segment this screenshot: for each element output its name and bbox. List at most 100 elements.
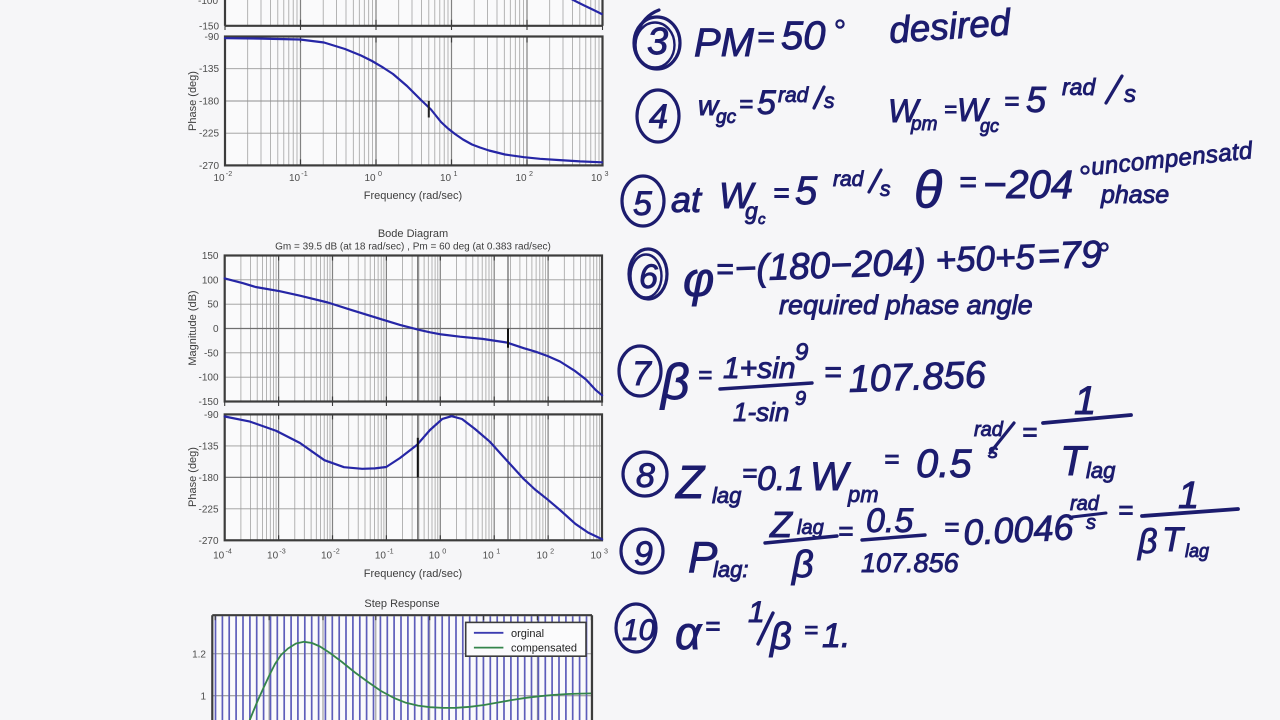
- svg-text:-270: -270: [198, 536, 218, 547]
- svg-text:Frequency (rad/sec): Frequency (rad/sec): [364, 568, 462, 580]
- svg-text:1: 1: [496, 547, 500, 556]
- svg-text:-100: -100: [198, 373, 218, 384]
- svg-text:1: 1: [748, 596, 765, 629]
- svg-text:lag: lag: [1086, 458, 1116, 483]
- svg-text:5: 5: [757, 84, 776, 122]
- svg-text:rad: rad: [778, 84, 810, 107]
- svg-text:0.5: 0.5: [866, 502, 913, 540]
- svg-text:-2: -2: [333, 547, 339, 556]
- svg-text:=: =: [1118, 495, 1133, 525]
- svg-text:100: 100: [202, 275, 219, 286]
- svg-text:0.0046: 0.0046: [962, 506, 1075, 553]
- svg-text:2: 2: [529, 169, 533, 178]
- svg-text:=: =: [944, 512, 959, 542]
- svg-text:β: β: [659, 354, 690, 410]
- svg-text:W: W: [719, 175, 756, 216]
- svg-text:10: 10: [440, 173, 452, 184]
- svg-text:−(180−204): −(180−204): [734, 241, 927, 289]
- svg-text:=: =: [716, 253, 734, 286]
- svg-text:s: s: [824, 90, 835, 113]
- svg-text:10: 10: [213, 551, 225, 562]
- svg-text:Phase (deg): Phase (deg): [187, 71, 199, 131]
- svg-text:10: 10: [515, 173, 527, 184]
- svg-text:0: 0: [442, 547, 446, 556]
- svg-text:107.856: 107.856: [848, 354, 988, 401]
- svg-text:150: 150: [202, 251, 219, 262]
- svg-text:=: =: [824, 356, 842, 389]
- svg-text:5: 5: [795, 169, 818, 213]
- svg-text:W: W: [957, 92, 990, 128]
- svg-text:=: =: [838, 516, 853, 546]
- svg-text:10: 10: [364, 173, 376, 184]
- svg-text:1: 1: [1074, 379, 1096, 423]
- svg-text:Z: Z: [769, 504, 793, 545]
- svg-text:T: T: [1162, 521, 1185, 559]
- svg-text:θ: θ: [914, 161, 942, 219]
- svg-text:=: =: [705, 611, 720, 641]
- svg-text:lag: lag: [797, 517, 824, 539]
- svg-text:-150: -150: [199, 22, 219, 33]
- svg-text:=: =: [757, 21, 775, 54]
- svg-text:8: 8: [636, 457, 655, 495]
- svg-text:T: T: [1060, 437, 1089, 484]
- svg-text:-225: -225: [198, 504, 218, 515]
- svg-text:2: 2: [550, 547, 554, 556]
- svg-text:W: W: [810, 455, 851, 499]
- svg-text:gc: gc: [716, 107, 737, 128]
- svg-text:1.: 1.: [822, 617, 850, 655]
- svg-text:=: =: [1022, 417, 1037, 447]
- svg-text:PM: PM: [694, 21, 755, 65]
- svg-text:10: 10: [590, 551, 602, 562]
- svg-text:=: =: [773, 177, 789, 208]
- svg-text:+50+5: +50+5: [935, 238, 1036, 280]
- svg-text:-3: -3: [279, 547, 285, 556]
- svg-text:9: 9: [795, 388, 806, 410]
- svg-text:Z: Z: [675, 456, 706, 508]
- svg-text:0: 0: [378, 169, 382, 178]
- svg-text:s: s: [988, 441, 998, 463]
- svg-text:10: 10: [622, 614, 656, 647]
- svg-text:3: 3: [647, 21, 668, 63]
- svg-text:9: 9: [795, 339, 808, 366]
- svg-text:=79: =79: [1037, 234, 1103, 278]
- svg-text:10: 10: [321, 551, 333, 562]
- svg-text:lag:: lag:: [713, 557, 748, 582]
- svg-text:g: g: [745, 198, 758, 224]
- svg-text:10: 10: [289, 173, 301, 184]
- svg-text:10: 10: [591, 173, 603, 184]
- svg-text:10: 10: [429, 551, 441, 562]
- svg-text:s: s: [880, 178, 891, 201]
- svg-text:=: =: [742, 458, 757, 488]
- svg-text:3: 3: [605, 169, 609, 178]
- svg-text:pm: pm: [910, 114, 937, 135]
- svg-text:−204: −204: [983, 163, 1073, 207]
- svg-text:10: 10: [267, 551, 279, 562]
- svg-text:-90: -90: [205, 32, 220, 43]
- svg-text:required phase angle: required phase angle: [779, 290, 1033, 320]
- svg-text:-100: -100: [198, 0, 218, 7]
- svg-text:1: 1: [1178, 475, 1199, 517]
- svg-text:=: =: [698, 362, 712, 389]
- svg-text:=: =: [739, 91, 753, 118]
- svg-text:-180: -180: [198, 473, 218, 484]
- svg-text:Bode Diagram: Bode Diagram: [378, 228, 448, 240]
- svg-text:10: 10: [537, 551, 549, 562]
- svg-text:1: 1: [200, 692, 206, 703]
- svg-text:7: 7: [632, 355, 652, 393]
- svg-text:α: α: [675, 607, 703, 659]
- svg-text:desired: desired: [888, 2, 1013, 51]
- svg-text:β: β: [1137, 523, 1157, 561]
- svg-text:s: s: [1124, 81, 1136, 108]
- svg-text:phase: phase: [1100, 181, 1169, 209]
- svg-text:Gm = 39.5 dB (at 18 rad/sec) ,: Gm = 39.5 dB (at 18 rad/sec) , Pm = 60 d…: [275, 242, 551, 253]
- svg-text:5: 5: [1026, 79, 1047, 120]
- svg-text:gc: gc: [980, 116, 999, 136]
- svg-text:-135: -135: [198, 441, 218, 452]
- svg-text:107.856: 107.856: [861, 548, 960, 578]
- svg-text:-1: -1: [301, 169, 307, 178]
- svg-text:s: s: [1086, 512, 1096, 534]
- svg-text:-1: -1: [387, 547, 393, 556]
- svg-text:-90: -90: [204, 410, 219, 421]
- svg-text:=: =: [884, 444, 899, 474]
- svg-text:50: 50: [781, 14, 826, 58]
